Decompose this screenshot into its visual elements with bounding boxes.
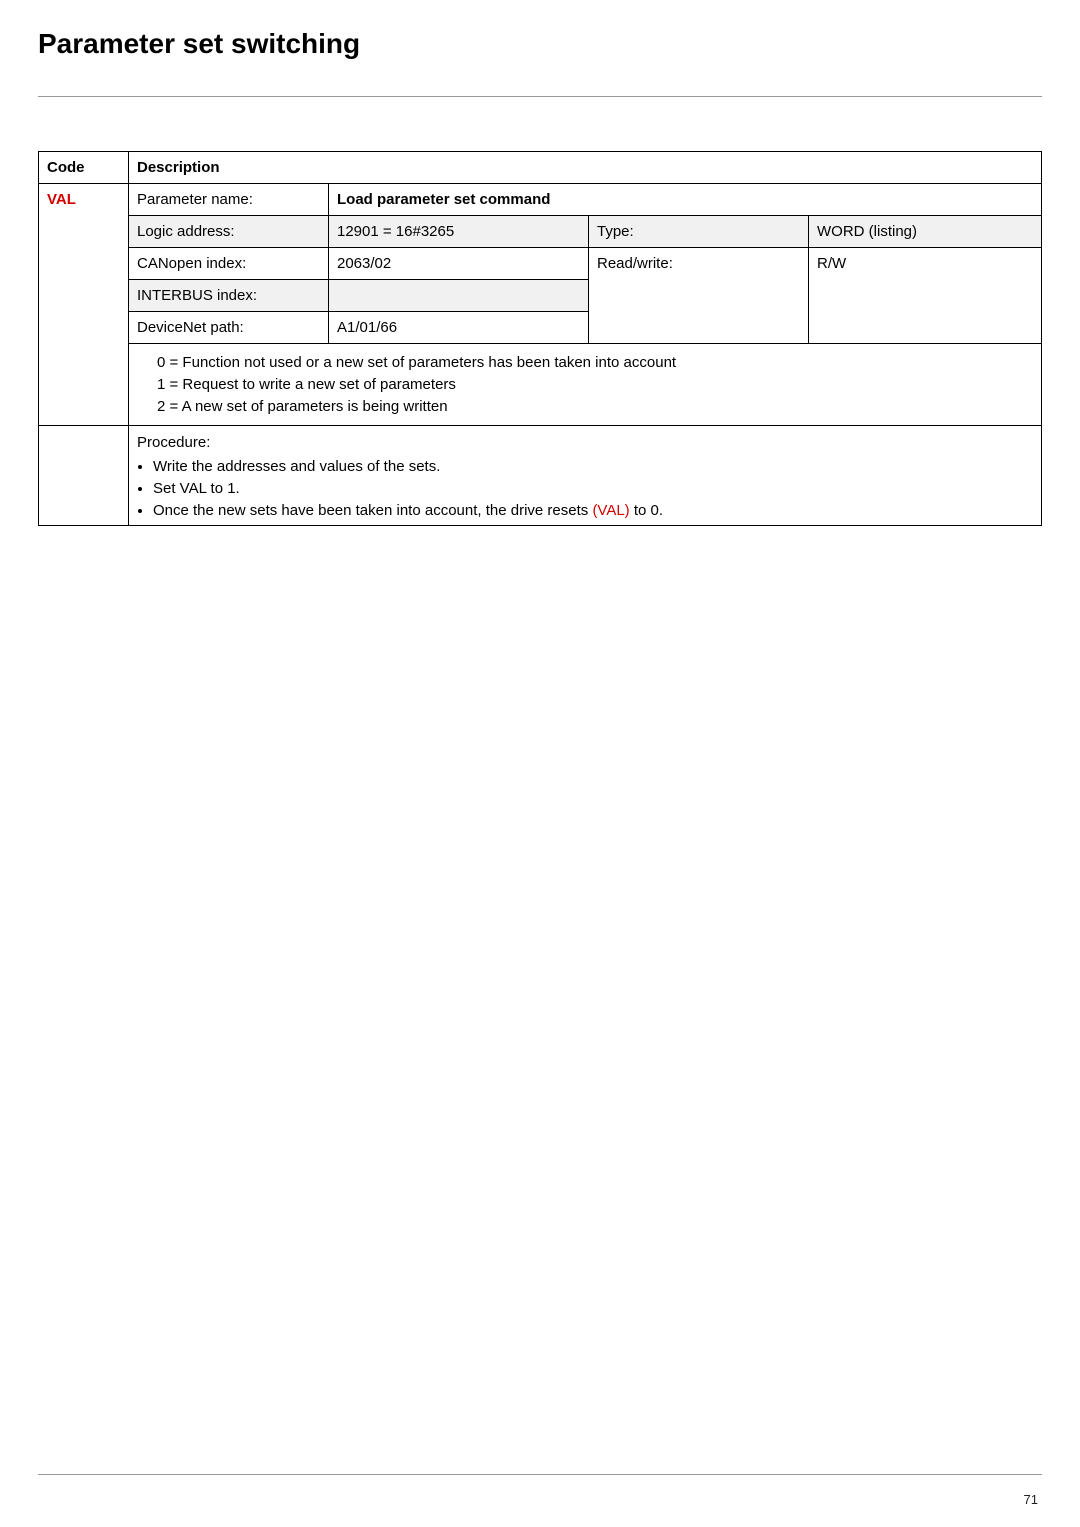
interbus-value	[329, 280, 589, 312]
enum-line-2: 2 = A new set of parameters is being wri…	[157, 396, 1033, 418]
procedure-b3-pre: Once the new sets have been taken into a…	[153, 502, 592, 519]
page-title: Parameter set switching	[38, 28, 1042, 60]
param-name-label: Parameter name:	[129, 184, 329, 216]
readwrite-value: R/W	[809, 248, 1042, 344]
procedure-b3-post: to 0.	[630, 502, 663, 519]
devicenet-label: DeviceNet path:	[129, 312, 329, 344]
code-cell: VAL	[39, 184, 129, 426]
enum-line-0: 0 = Function not used or a new set of pa…	[157, 352, 1033, 374]
procedure-heading: Procedure:	[137, 432, 1033, 454]
devicenet-value: A1/01/66	[329, 312, 589, 344]
param-name-value: Load parameter set command	[329, 184, 1042, 216]
type-value: WORD (listing)	[809, 216, 1042, 248]
code-value: VAL	[47, 191, 76, 208]
table-row: CANopen index: 2063/02 Read/write: R/W	[39, 248, 1042, 280]
logic-address-label: Logic address:	[129, 216, 329, 248]
procedure-b3-code: (VAL)	[592, 502, 629, 519]
header-code: Code	[39, 152, 129, 184]
procedure-bullet-1: Write the addresses and values of the se…	[153, 456, 1033, 478]
enum-line-1: 1 = Request to write a new set of parame…	[157, 374, 1033, 396]
procedure-bullet-3: Once the new sets have been taken into a…	[153, 500, 1033, 522]
procedure-row: Procedure: Write the addresses and value…	[39, 426, 1042, 526]
enum-row: 0 = Function not used or a new set of pa…	[39, 344, 1042, 426]
page-number: 71	[1024, 1492, 1038, 1507]
interbus-label: INTERBUS index:	[129, 280, 329, 312]
divider-top	[38, 96, 1042, 97]
table-header-row: Code Description	[39, 152, 1042, 184]
divider-bottom	[38, 1474, 1042, 1475]
enum-block: 0 = Function not used or a new set of pa…	[129, 344, 1041, 425]
canopen-value: 2063/02	[329, 248, 589, 280]
header-description: Description	[129, 152, 1042, 184]
table-row: Logic address: 12901 = 16#3265 Type: WOR…	[39, 216, 1042, 248]
canopen-label: CANopen index:	[129, 248, 329, 280]
procedure-bullet-2: Set VAL to 1.	[153, 478, 1033, 500]
readwrite-label: Read/write:	[589, 248, 809, 344]
procedure-block: Procedure: Write the addresses and value…	[129, 426, 1041, 525]
type-label: Type:	[589, 216, 809, 248]
parameter-table: Code Description VAL Parameter name: Loa…	[38, 151, 1042, 526]
param-name-row: VAL Parameter name: Load parameter set c…	[39, 184, 1042, 216]
logic-address-value: 12901 = 16#3265	[329, 216, 589, 248]
